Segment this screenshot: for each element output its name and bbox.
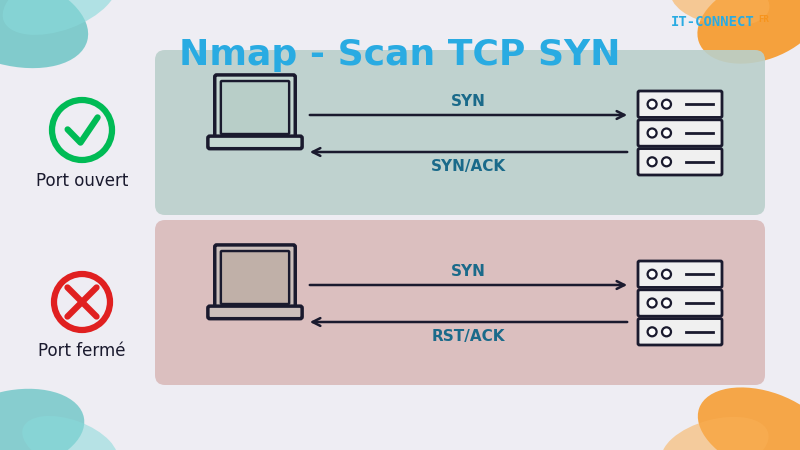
FancyBboxPatch shape	[155, 220, 765, 385]
Circle shape	[662, 100, 671, 109]
Text: SYN: SYN	[451, 94, 486, 108]
Text: SYN/ACK: SYN/ACK	[431, 158, 506, 174]
Ellipse shape	[662, 417, 769, 450]
FancyBboxPatch shape	[221, 251, 289, 304]
Ellipse shape	[698, 0, 800, 63]
FancyBboxPatch shape	[638, 290, 722, 316]
FancyBboxPatch shape	[214, 245, 295, 310]
Circle shape	[662, 298, 671, 307]
Text: SYN: SYN	[451, 264, 486, 279]
Circle shape	[662, 327, 671, 336]
FancyBboxPatch shape	[155, 50, 765, 215]
FancyBboxPatch shape	[638, 261, 722, 288]
Circle shape	[662, 270, 671, 279]
Ellipse shape	[698, 387, 800, 450]
Text: RST/ACK: RST/ACK	[432, 328, 506, 343]
FancyBboxPatch shape	[638, 148, 722, 175]
FancyBboxPatch shape	[214, 75, 295, 140]
Ellipse shape	[2, 0, 118, 35]
Ellipse shape	[22, 416, 118, 450]
Circle shape	[648, 270, 657, 279]
Ellipse shape	[0, 389, 84, 450]
FancyBboxPatch shape	[638, 91, 722, 117]
Ellipse shape	[670, 0, 770, 26]
Text: Port fermé: Port fermé	[38, 342, 126, 360]
Circle shape	[648, 158, 657, 166]
Circle shape	[648, 298, 657, 307]
Text: Port ouvert: Port ouvert	[36, 172, 128, 190]
Circle shape	[648, 129, 657, 138]
Text: Nmap - Scan TCP SYN: Nmap - Scan TCP SYN	[179, 38, 621, 72]
Circle shape	[648, 100, 657, 109]
Circle shape	[662, 158, 671, 166]
Text: FR: FR	[758, 15, 769, 24]
Ellipse shape	[0, 0, 88, 68]
FancyBboxPatch shape	[221, 81, 289, 134]
FancyBboxPatch shape	[638, 319, 722, 345]
FancyBboxPatch shape	[638, 120, 722, 146]
FancyBboxPatch shape	[208, 306, 302, 319]
Circle shape	[648, 327, 657, 336]
FancyBboxPatch shape	[208, 136, 302, 149]
Circle shape	[662, 129, 671, 138]
Text: IT-CONNECT: IT-CONNECT	[671, 15, 755, 29]
